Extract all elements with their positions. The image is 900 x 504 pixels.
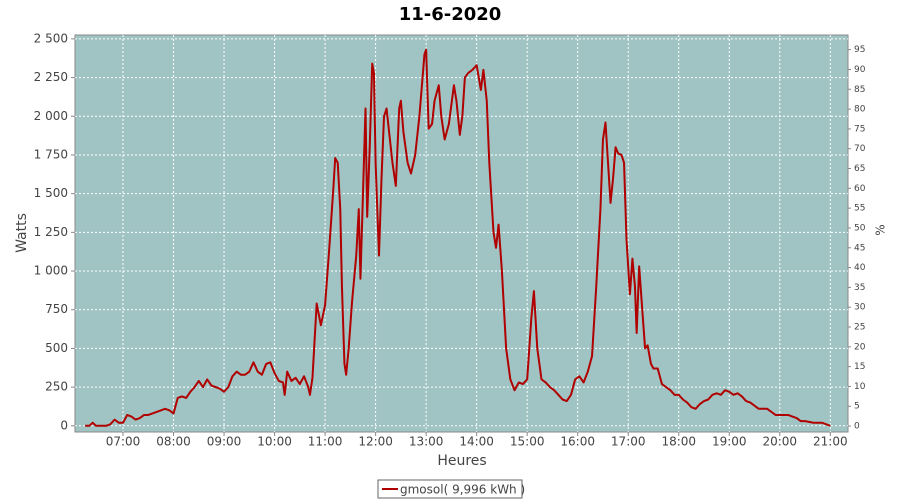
y-tick-label: 2 500 bbox=[34, 31, 68, 45]
y2-tick-label: 55 bbox=[854, 204, 865, 214]
x-axis-label: Heures bbox=[437, 453, 486, 469]
y2-tick-label: 70 bbox=[854, 144, 866, 154]
y-tick-label: 1 750 bbox=[34, 147, 68, 161]
y2-tick-label: 15 bbox=[854, 362, 865, 372]
x-tick-label: 09:00 bbox=[207, 435, 242, 449]
x-tick-label: 07:00 bbox=[106, 435, 141, 449]
x-tick-label: 10:00 bbox=[257, 435, 292, 449]
legend-box bbox=[377, 479, 523, 499]
y-tick-label: 250 bbox=[45, 380, 68, 394]
x-tick-label: 18:00 bbox=[661, 435, 696, 449]
legend-label: gmosol( 9,996 kWh ) bbox=[400, 483, 525, 497]
y2-tick-label: 35 bbox=[854, 283, 865, 293]
x-tick-label: 11:00 bbox=[308, 435, 343, 449]
y2-tick-label: 40 bbox=[854, 263, 866, 273]
chart-title: 11-6-2020 bbox=[399, 4, 502, 25]
y-tick-label: 1 000 bbox=[34, 264, 68, 278]
y2-tick-label: 10 bbox=[854, 382, 866, 392]
x-tick-label: 19:00 bbox=[712, 435, 747, 449]
x-tick-label: 14:00 bbox=[459, 435, 494, 449]
y2-tick-label: 30 bbox=[854, 303, 866, 313]
y2-tick-label: 85 bbox=[854, 85, 865, 95]
y-tick-label: 2 250 bbox=[34, 70, 68, 84]
y2-tick-label: 75 bbox=[854, 124, 865, 134]
x-tick-label: 08:00 bbox=[156, 435, 191, 449]
y2-tick-label: 95 bbox=[854, 45, 865, 55]
y-tick-label: 1 500 bbox=[34, 186, 68, 200]
x-tick-label: 17:00 bbox=[611, 435, 646, 449]
x-tick-label: 12:00 bbox=[358, 435, 393, 449]
x-tick-label: 16:00 bbox=[560, 435, 595, 449]
y2-tick-label: 5 bbox=[854, 402, 860, 412]
y2-tick-label: 25 bbox=[854, 323, 865, 333]
y2-tick-label: 50 bbox=[854, 223, 866, 233]
x-tick-label: 13:00 bbox=[409, 435, 444, 449]
y2-axis-label: % bbox=[874, 224, 888, 235]
x-tick-label: 20:00 bbox=[762, 435, 797, 449]
y2-tick-label: 0 bbox=[854, 422, 860, 432]
y2-tick-label: 60 bbox=[854, 184, 866, 194]
y2-tick-label: 45 bbox=[854, 243, 865, 253]
x-tick-label: 15:00 bbox=[510, 435, 545, 449]
y-axis-label: Watts bbox=[14, 213, 30, 253]
y-tick-label: 750 bbox=[45, 302, 68, 316]
y-tick-label: 1 250 bbox=[34, 225, 68, 239]
y2-tick-label: 65 bbox=[854, 164, 865, 174]
x-tick-label: 21:00 bbox=[813, 435, 848, 449]
y2-tick-label: 90 bbox=[854, 65, 866, 75]
y-tick-label: 500 bbox=[45, 341, 68, 355]
y2-tick-label: 20 bbox=[854, 342, 866, 352]
plot-area bbox=[74, 34, 849, 433]
y-tick-label: 0 bbox=[60, 418, 68, 432]
y-tick-label: 2 000 bbox=[34, 109, 68, 123]
series-line bbox=[85, 48, 831, 427]
y2-tick-label: 80 bbox=[854, 105, 866, 115]
